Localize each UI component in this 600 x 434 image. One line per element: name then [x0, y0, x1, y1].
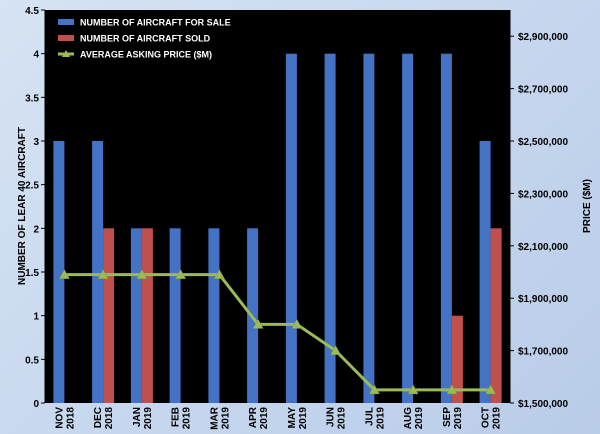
x-tick-month: JUN	[326, 407, 337, 427]
left-tick-label: 0	[33, 399, 39, 410]
x-tick-year: 2019	[453, 407, 464, 430]
right-tick-label: $1,500,000	[518, 399, 568, 410]
left-tick-label: 1	[33, 312, 39, 323]
right-tick-label: $1,700,000	[518, 347, 568, 358]
bar-for-sale	[169, 228, 181, 403]
bar-for-sale	[324, 53, 336, 403]
bar-sold	[103, 228, 115, 403]
x-axis: NOV 2018 DEC 2018 JAN 2019 FEB 2019 MAR 2019 APR 20…	[54, 406, 502, 430]
bar-for-sale	[479, 141, 491, 403]
legend-swatch	[58, 35, 74, 41]
bars-layer	[53, 53, 502, 403]
x-tick-label: FEB 2019	[171, 407, 193, 430]
price-marker	[368, 384, 380, 395]
legend-label: NUMBER OF AIRCRAFT SOLD	[80, 34, 211, 44]
price-marker	[291, 318, 303, 329]
x-tick-year: 2019	[259, 407, 270, 430]
x-tick-year: 2018	[104, 407, 115, 430]
price-marker	[136, 269, 148, 279]
right-tick-label: $1,900,000	[518, 294, 568, 305]
price-line	[64, 273, 491, 392]
x-tick-label: OCT 2019	[481, 407, 503, 430]
left-tick-label: 4	[33, 50, 39, 61]
legend-swatch-marker	[62, 50, 70, 57]
x-tick-year: 2019	[492, 407, 503, 430]
x-tick-label: AUG 2019	[403, 407, 425, 430]
x-tick-month: JUL	[364, 407, 375, 426]
x-tick-year: 2019	[375, 407, 386, 430]
x-tick-month: NOV	[54, 407, 65, 429]
x-tick-month: MAR	[209, 406, 220, 430]
x-tick-label: APR 2019	[248, 406, 270, 429]
bar-sold	[451, 315, 463, 403]
price-marker	[175, 269, 187, 279]
x-tick-month: JAN	[132, 407, 143, 427]
price-marker	[213, 269, 225, 279]
right-tick-label: $2,900,000	[518, 32, 568, 43]
left-tick-label: 1.5	[25, 268, 39, 279]
right-tick-label: $2,100,000	[518, 242, 568, 253]
x-tick-month: APR	[248, 406, 259, 428]
x-tick-month: FEB	[171, 407, 182, 427]
left-tick-label: 2.5	[25, 181, 39, 192]
bar-sold	[141, 228, 153, 403]
price-marker	[485, 384, 497, 395]
bar-for-sale	[402, 53, 414, 403]
x-tick-month: AUG	[403, 407, 414, 429]
right-tick-label: $2,700,000	[518, 85, 568, 96]
left-tick-label: 4.5	[25, 6, 39, 17]
x-tick-label: NOV 2018	[54, 407, 76, 430]
left-tick-label: 2	[33, 224, 39, 235]
legend: NUMBER OF AIRCRAFT FOR SALE NUMBER OF AIR…	[58, 18, 231, 60]
legend-swatch	[58, 19, 74, 25]
price-marker	[252, 318, 264, 329]
left-tick-label: 3	[33, 137, 39, 148]
plot-area	[45, 10, 510, 403]
bar-for-sale	[363, 53, 375, 403]
right-axis: $1,500,000 $1,700,000 $1,900,000 $2,100,000…	[509, 10, 568, 410]
price-marker	[330, 345, 342, 355]
price-marker	[58, 269, 70, 279]
x-tick-month: MAY	[287, 407, 298, 429]
x-tick-label: MAY 2019	[287, 407, 309, 430]
price-marker	[407, 384, 419, 395]
x-tick-year: 2018	[65, 407, 76, 430]
x-tick-year: 2019	[143, 407, 154, 430]
left-axis: 0 0.5 1 1.5 2 2.5 3 3.5 4 4.5	[25, 6, 46, 410]
price-marker	[97, 269, 109, 279]
left-tick-label: 0.5	[25, 355, 39, 366]
right-tick-label: $2,300,000	[518, 189, 568, 200]
left-tick-label: 3.5	[25, 93, 39, 104]
right-tick-label: $2,500,000	[518, 137, 568, 148]
legend-label: AVERAGE ASKING PRICE ($M)	[80, 50, 212, 60]
x-tick-month: DEC	[93, 407, 104, 428]
x-tick-year: 2019	[220, 407, 231, 430]
bar-for-sale	[130, 228, 142, 403]
x-tick-year: 2019	[298, 407, 309, 430]
x-tick-year: 2019	[182, 407, 193, 430]
y-left-axis-title: NUMBER OF LEAR 40 AIRCRAFT	[17, 127, 28, 285]
x-tick-label: JAN 2019	[132, 407, 154, 430]
x-tick-month: SEP	[442, 407, 453, 427]
bar-for-sale	[208, 228, 220, 403]
y-right-axis-title: PRICE ($M)	[582, 179, 593, 233]
x-tick-label: JUN 2019	[326, 407, 348, 430]
bar-for-sale	[440, 53, 452, 403]
price-marker	[446, 384, 458, 395]
bar-for-sale	[53, 141, 65, 403]
x-tick-label: SEP 2019	[442, 407, 464, 430]
x-tick-year: 2019	[337, 407, 348, 430]
legend-label: NUMBER OF AIRCRAFT FOR SALE	[80, 18, 231, 28]
bar-for-sale	[92, 141, 104, 403]
x-tick-year: 2019	[414, 407, 425, 430]
x-tick-month: OCT	[481, 407, 492, 428]
price-line-layer	[58, 269, 497, 395]
x-tick-label: MAR 2019	[209, 406, 231, 430]
x-tick-label: DEC 2018	[93, 407, 115, 430]
bar-sold	[490, 228, 502, 403]
x-tick-label: JUL 2019	[364, 407, 386, 430]
bar-for-sale	[285, 53, 297, 403]
